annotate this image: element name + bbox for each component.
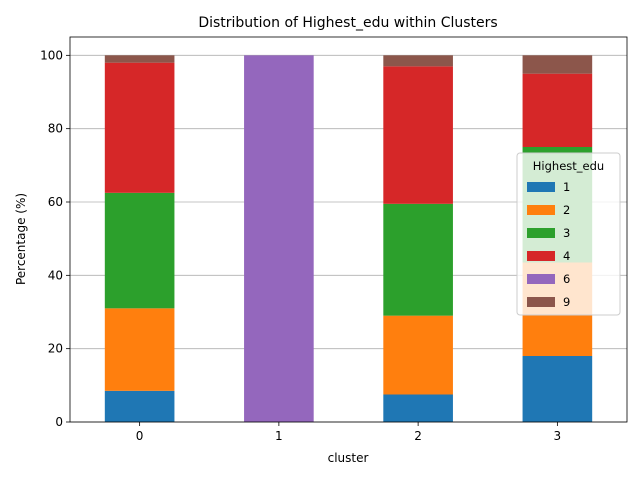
legend-swatch xyxy=(527,297,555,307)
bar-segment xyxy=(104,62,175,193)
legend-swatch xyxy=(527,228,555,238)
bar-segment xyxy=(522,356,593,422)
bar-segment xyxy=(383,55,453,67)
plot-frame xyxy=(69,36,628,423)
bar-segment xyxy=(383,394,453,422)
legend-label: 6 xyxy=(563,272,570,286)
bar-segment xyxy=(104,390,175,422)
legend-label: 4 xyxy=(563,249,570,263)
x-tick-label: 2 xyxy=(414,429,422,443)
legend-swatch xyxy=(527,251,555,261)
bar-segment xyxy=(522,55,593,74)
y-tick-label: 40 xyxy=(48,268,63,282)
bar-segment xyxy=(383,203,453,316)
bar-segment xyxy=(522,73,593,147)
y-tick-label: 80 xyxy=(48,122,63,136)
legend-label: 9 xyxy=(563,295,570,309)
bar-segment xyxy=(104,192,175,309)
x-axis-label: cluster xyxy=(328,451,369,465)
legend-title: Highest_edu xyxy=(533,159,604,173)
legend-swatch xyxy=(527,274,555,284)
legend-swatch xyxy=(527,205,555,215)
legend: Highest_edu 1 2 3 4 6 9 xyxy=(516,152,621,316)
axes: 0 20 40 60 80 100 0 1 2 3 xyxy=(40,36,628,443)
bar-segment xyxy=(383,315,453,395)
x-tick-label: 3 xyxy=(554,429,562,443)
legend-label: 1 xyxy=(563,180,570,194)
legend-label: 2 xyxy=(563,203,570,217)
y-tick-label: 100 xyxy=(40,48,63,62)
y-tick-label: 0 xyxy=(55,415,63,429)
y-tick-label: 60 xyxy=(48,195,63,209)
chart-title: Distribution of Highest_edu within Clust… xyxy=(198,15,497,31)
x-tick-label: 0 xyxy=(136,429,144,443)
y-axis-label: Percentage (%) xyxy=(14,193,28,285)
x-tick-label: 1 xyxy=(275,429,283,443)
bar-segment xyxy=(104,308,175,391)
legend-label: 3 xyxy=(563,226,570,240)
bar-segment xyxy=(244,55,314,422)
bar-segment xyxy=(383,66,453,204)
legend-swatch xyxy=(527,182,555,192)
y-tick-label: 20 xyxy=(48,342,63,356)
bar-segment xyxy=(104,55,175,63)
